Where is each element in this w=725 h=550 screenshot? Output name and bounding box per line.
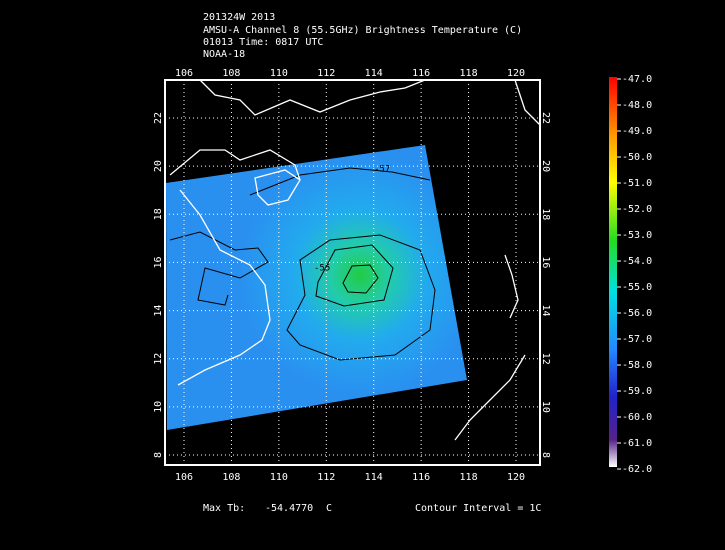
contour-label: -57 [374, 165, 390, 175]
colorbar-label: -48.0 [622, 100, 652, 111]
colorbar-label: -59.0 [622, 386, 652, 397]
header-line: 201324W 2013 [203, 12, 275, 23]
colorbar-label: -47.0 [622, 74, 652, 85]
colorbar-label: -56.0 [622, 308, 652, 319]
lat-label: 10 [540, 401, 551, 413]
max-tb-unit: C [326, 503, 332, 514]
lon-label: 110 [270, 68, 288, 79]
colorbar-label: -49.0 [622, 126, 652, 137]
header-line: NOAA-18 [203, 49, 245, 60]
colorbar [609, 77, 617, 467]
lat-label: 20 [540, 160, 551, 172]
lon-label: 116 [412, 68, 430, 79]
lon-label: 114 [365, 472, 383, 483]
colorbar-label: -58.0 [622, 360, 652, 371]
lon-label: 108 [222, 472, 240, 483]
colorbar-label: -50.0 [622, 152, 652, 163]
lon-label: 110 [270, 472, 288, 483]
lat-label: 8 [153, 452, 164, 458]
lon-label: 114 [365, 68, 383, 79]
lon-label: 118 [460, 68, 478, 79]
lon-label: 118 [460, 472, 478, 483]
lon-label: 112 [317, 68, 335, 79]
lat-label: 14 [540, 305, 551, 317]
lon-label: 112 [317, 472, 335, 483]
lon-label: 120 [507, 472, 525, 483]
lat-label: 16 [153, 256, 164, 268]
colorbar-label: -55.0 [622, 282, 652, 293]
lat-label: 12 [153, 353, 164, 365]
colorbar-label: -57.0 [622, 334, 652, 345]
colorbar-label: -61.0 [622, 438, 652, 449]
colorbar-label: -54.0 [622, 256, 652, 267]
map-frame [164, 79, 541, 466]
lat-label: 16 [540, 256, 551, 268]
lat-label: 8 [540, 452, 551, 458]
lon-label: 108 [222, 68, 240, 79]
lon-label: 106 [175, 472, 193, 483]
footer: Max Tb: -54.4770 C Contour Interval = 1C [203, 503, 541, 514]
lat-label: 10 [153, 401, 164, 413]
colorbar-label: -51.0 [622, 178, 652, 189]
lat-label: 22 [153, 112, 164, 124]
colorbar-label: -62.0 [622, 464, 652, 475]
lat-label: 14 [153, 305, 164, 317]
header-line: 01013 Time: 0817 UTC [203, 37, 323, 48]
header-line: AMSU-A Channel 8 (55.5GHz) Brightness Te… [203, 25, 522, 36]
lon-label: 116 [412, 472, 430, 483]
max-tb-label: Max Tb: [203, 503, 245, 514]
colorbar-label: -60.0 [622, 412, 652, 423]
lat-label: 22 [540, 112, 551, 124]
swath [166, 145, 467, 430]
lon-label: 106 [175, 68, 193, 79]
lat-label: 18 [540, 208, 551, 220]
colorbar-label: -52.0 [622, 204, 652, 215]
lat-label: 20 [153, 160, 164, 172]
header: 201324W 2013 AMSU-A Channel 8 (55.5GHz) … [203, 12, 522, 60]
max-tb-value: -54.4770 [265, 503, 313, 514]
coastline [169, 79, 541, 441]
contour-interval: Contour Interval = 1C [415, 503, 541, 514]
lat-label: 12 [540, 353, 551, 365]
lat-label: 18 [153, 208, 164, 220]
colorbar-label: -53.0 [622, 230, 652, 241]
lon-label: 120 [507, 68, 525, 79]
contour-label: -55 [314, 264, 330, 274]
